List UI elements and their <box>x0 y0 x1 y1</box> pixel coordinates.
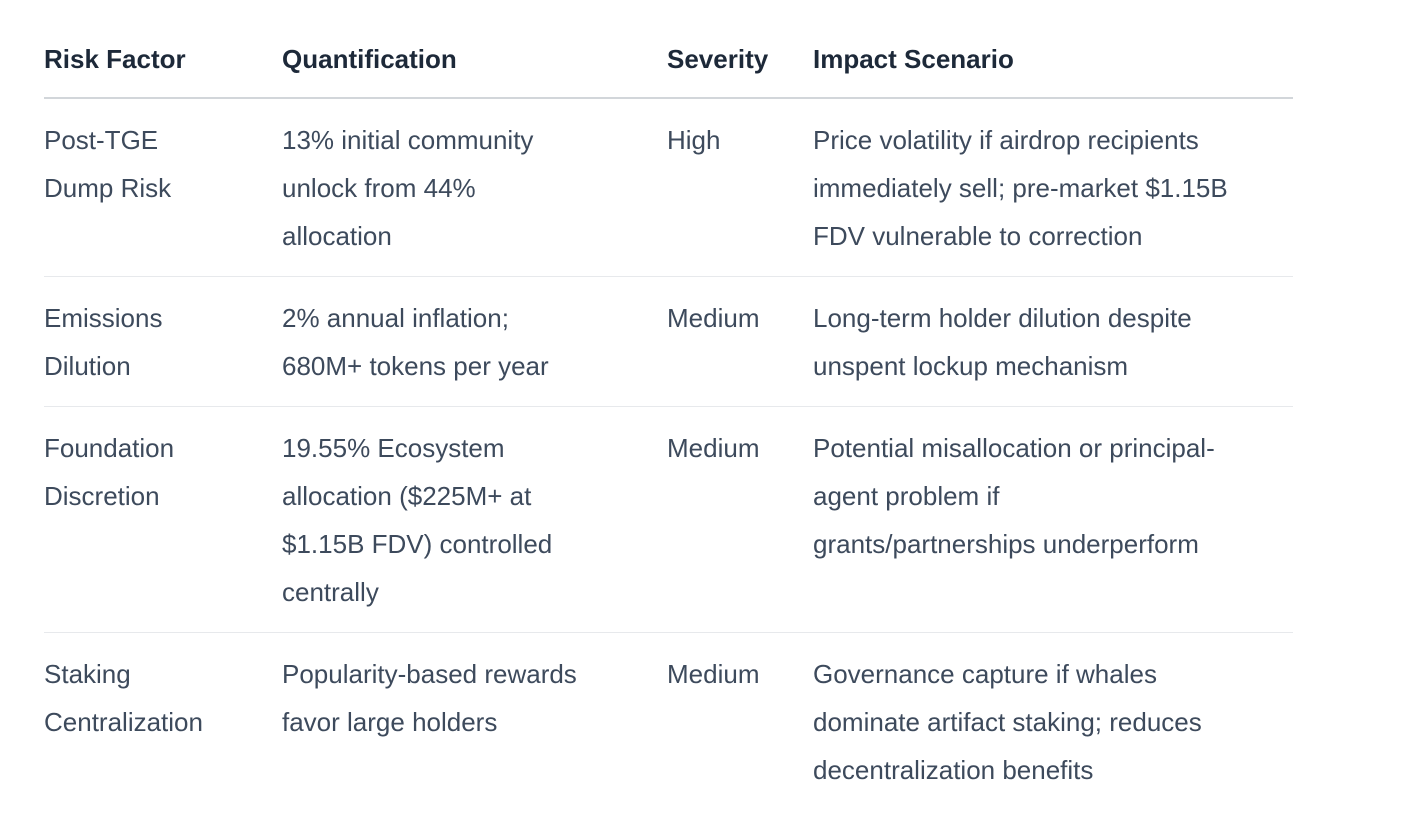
column-header-impact-scenario: Impact Scenario <box>813 0 1293 99</box>
cell-risk-factor: Staking Centralization <box>44 632 282 810</box>
cell-severity: Medium <box>667 406 813 633</box>
column-header-severity: Severity <box>667 0 813 99</box>
table-body: Post-TGE Dump Risk 13% initial community… <box>44 98 1293 810</box>
header-row: Risk Factor Quantification Severity Impa… <box>44 0 1293 99</box>
column-header-risk-factor: Risk Factor <box>44 0 282 99</box>
cell-quantification: Popularity-based rewards favor large hol… <box>282 632 667 810</box>
cell-risk-factor: Foundation Discretion <box>44 406 282 633</box>
table-row: Staking Centralization Popularity-based … <box>44 632 1293 810</box>
cell-quantification: 13% initial community unlock from 44% al… <box>282 125 534 251</box>
cell-severity: High <box>667 125 721 155</box>
cell-severity: Medium <box>667 632 813 810</box>
cell-severity: Medium <box>667 276 813 407</box>
cell-impact-scenario: Governance capture if whales dominate ar… <box>813 632 1293 810</box>
column-header-quantification: Quantification <box>282 0 667 99</box>
cell-quantification: 2% annual inflation; 680M+ tokens per ye… <box>282 276 667 407</box>
cell-impact-scenario: Long-term holder dilution despite unspen… <box>813 276 1293 407</box>
risk-factor-table: Risk Factor Quantification Severity Impa… <box>44 0 1293 810</box>
table-row: Foundation Discretion 19.55% Ecosystem a… <box>44 406 1293 633</box>
risk-table-container: Risk Factor Quantification Severity Impa… <box>44 0 1422 810</box>
table-row: Emissions Dilution 2% annual inflation; … <box>44 276 1293 407</box>
cell-quantification: 19.55% Ecosystem allocation ($225M+ at $… <box>282 406 667 633</box>
table-header: Risk Factor Quantification Severity Impa… <box>44 0 1293 99</box>
cell-impact-scenario: Price volatility if airdrop recipients i… <box>813 125 1228 251</box>
table-row: Post-TGE Dump Risk 13% initial community… <box>44 98 1293 277</box>
cell-risk-factor: Emissions Dilution <box>44 276 282 407</box>
cell-impact-scenario: Potential misallocation or principal- ag… <box>813 406 1293 633</box>
cell-risk-factor: Post-TGE Dump Risk <box>44 125 172 203</box>
